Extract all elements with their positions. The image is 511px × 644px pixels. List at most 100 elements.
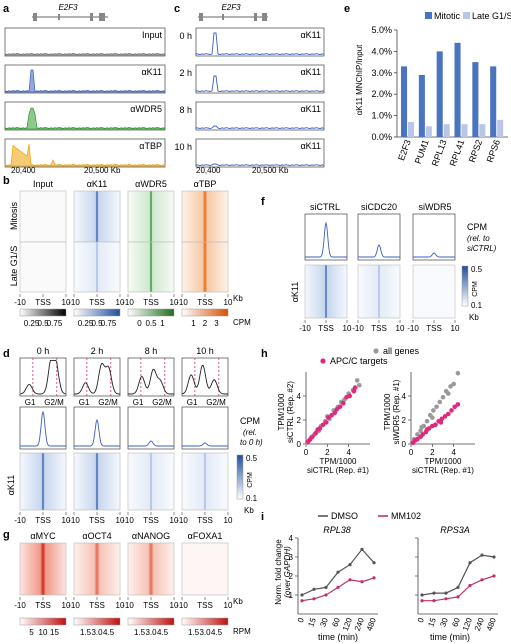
d-tick-1-1: TSS [89,516,105,525]
d-profile-0-curve [20,410,66,447]
d-tick-0-2: 10 [62,516,71,525]
time-label-c-2: 8 h [179,105,192,115]
bar-mitotic-RPL13 [436,51,443,137]
e-ytick-3: 3.0% [371,68,392,78]
e-ytick-1: 1.0% [371,111,392,121]
b-tick-0-0: -10 [14,298,26,307]
bar-late-RPL13 [443,124,450,137]
i-right-xtick-6: 480 [485,616,498,632]
gene-i-0: RPL38 [323,525,351,535]
heatmap-d-1 [73,452,121,511]
col-g-1: αOCT4 [82,531,111,541]
bar-late-RPS6 [497,119,504,137]
unit-kb-f: Kb [469,313,479,322]
scale-d-2: 0.1 [246,494,258,503]
i-left-point-dmso-5 [360,547,364,552]
panel-letter-i: i [261,511,264,523]
h-left-point-apc-10 [332,410,338,416]
f-profile-2-box [412,213,456,261]
d-tick-2-0: -10 [122,516,134,525]
xticks-g: -10 TSS 10-10 TSS 10-10 TSS 10-10 TSS 10 [14,597,233,610]
legend-apc: APC/C targets [330,356,388,366]
panel-g: g αMYC αOCT4 αNANOG αFOXA1 -10 TSS 10-10 TS… [3,529,251,637]
h-right-point-all-8 [434,404,439,410]
h-right-point-all-12 [448,384,453,389]
track-signal-c-0 [195,32,325,55]
time-d-2: 8 h [145,346,158,356]
panel-letter-c: c [174,3,180,15]
panel-letter-f: f [261,196,265,208]
xtick-c-1: 20,500 Kb [252,166,289,175]
e-category-3: RPL41 [448,138,467,167]
i-right-point-mm102-3 [456,595,460,599]
bar-mitotic-PUM1 [418,74,425,137]
phase-g1-3: G1 [187,398,198,407]
h-right-point-all-14 [455,370,461,376]
d-tick-0-1: TSS [35,516,51,525]
bar-chart-e: 0.0% 1.0% 2.0% 3.0% 4.0% 5.0% E2F3 PUM1 RPL13 RPL… [371,25,508,168]
b-tick-3-2: 10 [224,298,233,307]
h-right-ytick-1: 2 [402,416,407,425]
h-right-point-apc-13 [449,408,454,413]
bar-mitotic-E2F3 [401,66,408,137]
time-label-c-1: 2 h [179,68,192,78]
h-left-point-apc-6 [320,422,326,428]
i-right-point-dmso-4 [468,561,472,565]
time-label-c-3: 10 h [174,142,192,152]
ylabel-i-1: (over GAPDH) [283,546,292,598]
b-tick-3-1: TSS [197,298,213,307]
i-left-ytick-3: 4 [289,534,294,543]
i-right-xtick-3: 60 [450,616,462,628]
i-right-xtick-1: 15 [426,616,438,628]
h-left-point-all-13 [354,378,360,383]
h-right-point-all-2 [415,432,420,437]
d-tick-3-0: -10 [176,516,188,525]
scale-bar-g-2 [127,617,175,626]
h-right-point-all-5 [424,418,430,424]
col-g-0: αMYC [30,531,56,541]
h-left-point-apc-9 [329,412,334,418]
flow-curve-3 [181,365,228,395]
cpm-d-1: (rel. [243,428,257,437]
h-left-xlabel-1: siCTRL (Rep. #1) [307,466,369,475]
panel-d: d 0 h 2 h 8 h 10 h G1 G2/M G1 G2/M G1 G2/M G1 G… [3,346,263,525]
col-f-2: siWDR5 [419,202,452,212]
scale-ticks-b: 0.250.50.75 0.250.50.75 0 0.5 1 1 2 3 [24,319,220,328]
xlabel-i-1: time (min) [430,632,470,642]
g-tick-1-2: 10 [116,601,125,610]
i-right-line-dmso [421,554,495,596]
scale-bar-tbp [181,308,229,317]
i-right-point-dmso-6 [492,555,496,559]
d-profile-1-curve [74,418,120,447]
d-profile-2-curve [128,440,174,447]
i-left-ytick-2: 3 [289,553,294,562]
track-box-a-3 [4,138,166,168]
d-tick-0-0: -10 [14,516,26,525]
legend-all: all genes [383,346,420,356]
col-b-0: Input [33,179,54,189]
b-tick-0-2: 10 [62,298,71,307]
b-scale-1-0: 0.25 [78,319,94,328]
track-label-a-1: αK11 [141,67,162,77]
flow-curve-1 [74,362,120,395]
b-tick-1-1: TSS [89,298,105,307]
i-right-point-dmso-0 [420,593,424,597]
row-f: αK11 [290,282,300,303]
i-left-xtick-5: 240 [353,616,366,632]
col-f-1: siCDC20 [361,202,397,212]
scale-d-1: CPM [247,472,254,488]
gene-i-1: RPS3A [440,525,470,535]
h-left-point-apc-2 [310,434,315,440]
d-tick-3-2: 10 [224,516,233,525]
gene-model-a [32,13,108,21]
h-left-point-apc-5 [317,426,323,431]
track-label-a-0: Input [142,30,163,40]
g-scale-0-1: 10 [39,628,48,637]
i-left-point-dmso-1 [312,587,316,591]
track-signal-c-2 [195,125,325,129]
heatmap-d-0 [19,452,67,511]
bar-mitotic-RPS2 [472,62,479,137]
legend-dot-all [373,348,379,354]
